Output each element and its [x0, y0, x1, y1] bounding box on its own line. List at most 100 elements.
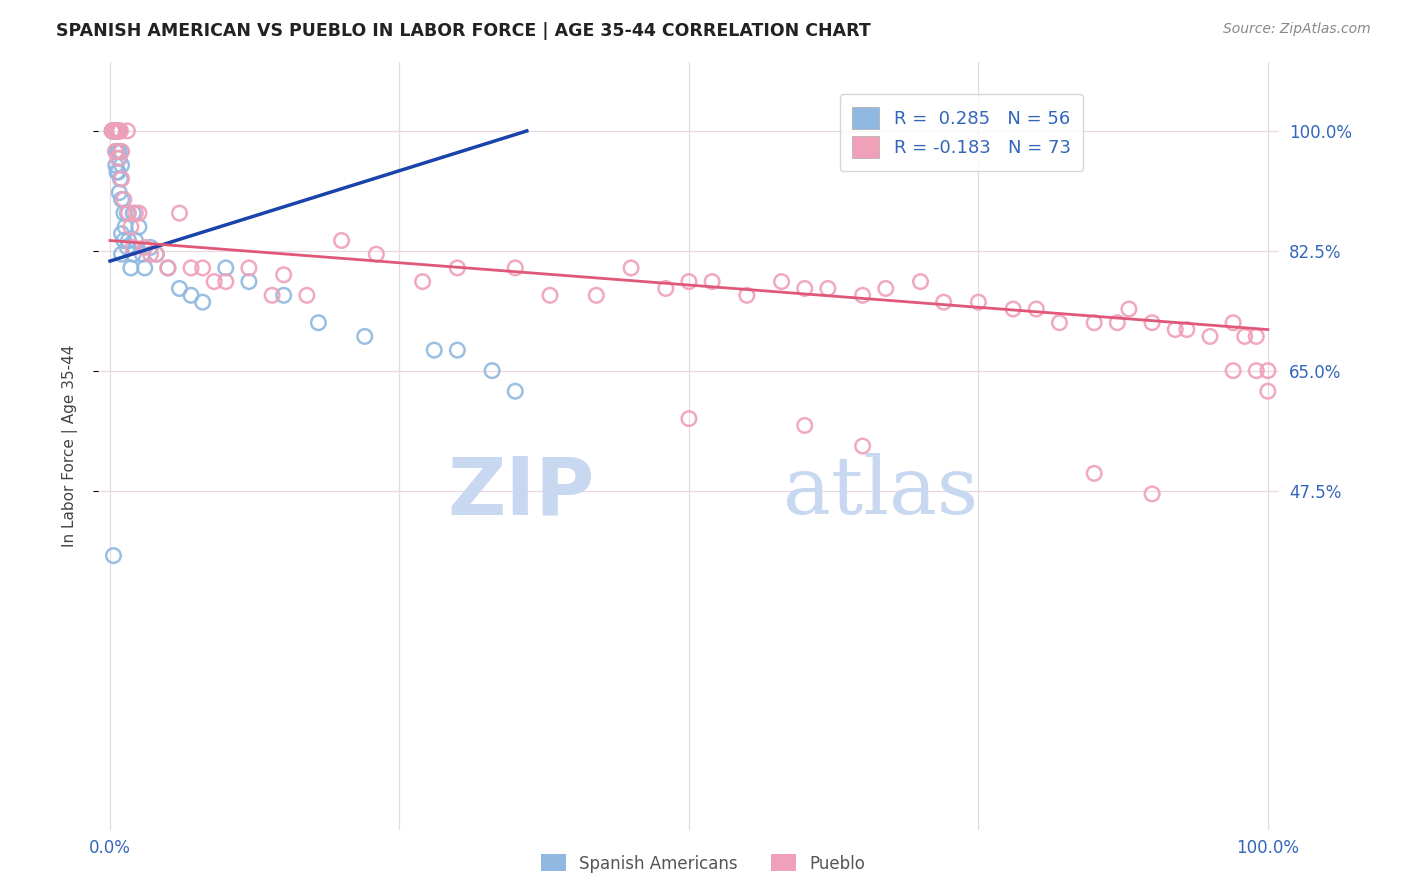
- Point: [1025, 301, 1047, 316]
- Point: [295, 288, 318, 302]
- Point: [191, 295, 214, 310]
- Point: [655, 281, 678, 295]
- Point: [1118, 301, 1140, 316]
- Point: [1140, 316, 1163, 330]
- Point: [1257, 364, 1279, 378]
- Point: [117, 234, 139, 248]
- Point: [117, 206, 139, 220]
- Point: [330, 234, 353, 248]
- Point: [110, 247, 132, 261]
- Point: [967, 295, 990, 310]
- Point: [238, 260, 260, 275]
- Point: [122, 247, 145, 261]
- Point: [1002, 301, 1025, 316]
- Point: [104, 145, 127, 159]
- Point: [139, 247, 162, 261]
- Point: [238, 275, 260, 289]
- Point: [1140, 487, 1163, 501]
- Point: [1164, 322, 1187, 336]
- Point: [103, 549, 125, 563]
- Point: [103, 124, 125, 138]
- Point: [104, 145, 127, 159]
- Point: [273, 268, 295, 282]
- Point: [114, 219, 136, 234]
- Point: [503, 260, 526, 275]
- Point: [423, 343, 446, 358]
- Point: [107, 165, 129, 179]
- Point: [1199, 329, 1222, 343]
- Point: [134, 240, 156, 254]
- Point: [678, 275, 700, 289]
- Point: [107, 145, 129, 159]
- Point: [101, 124, 124, 138]
- Point: [307, 316, 329, 330]
- Point: [110, 124, 132, 138]
- Text: atlas: atlas: [783, 453, 979, 531]
- Point: [503, 384, 526, 399]
- Point: [145, 247, 167, 261]
- Point: [875, 281, 897, 295]
- Point: [1257, 384, 1279, 399]
- Point: [145, 247, 167, 261]
- Point: [1175, 322, 1198, 336]
- Point: [1049, 316, 1071, 330]
- Point: [353, 329, 375, 343]
- Y-axis label: In Labor Force | Age 35-44: In Labor Force | Age 35-44: [62, 345, 77, 547]
- Point: [112, 234, 135, 248]
- Point: [110, 145, 132, 159]
- Point: [585, 288, 607, 302]
- Point: [122, 206, 145, 220]
- Point: [1246, 329, 1268, 343]
- Point: [446, 260, 468, 275]
- Point: [910, 275, 932, 289]
- Legend: Spanish Americans, Pueblo: Spanish Americans, Pueblo: [534, 847, 872, 880]
- Point: [678, 411, 700, 425]
- Point: [101, 124, 124, 138]
- Point: [191, 260, 214, 275]
- Point: [1233, 329, 1256, 343]
- Point: [1222, 316, 1244, 330]
- Point: [107, 152, 129, 166]
- Point: [538, 288, 561, 302]
- Point: [202, 275, 225, 289]
- Point: [700, 275, 723, 289]
- Legend: R =  0.285   N = 56, R = -0.183   N = 73: R = 0.285 N = 56, R = -0.183 N = 73: [839, 95, 1084, 171]
- Point: [103, 124, 125, 138]
- Point: [128, 219, 150, 234]
- Point: [110, 172, 132, 186]
- Point: [110, 172, 132, 186]
- Point: [412, 275, 434, 289]
- Point: [104, 124, 127, 138]
- Point: [120, 219, 142, 234]
- Point: [128, 206, 150, 220]
- Point: [104, 124, 127, 138]
- Point: [735, 288, 758, 302]
- Point: [770, 275, 793, 289]
- Point: [104, 124, 127, 138]
- Point: [124, 234, 146, 248]
- Point: [446, 343, 468, 358]
- Point: [103, 124, 125, 138]
- Point: [131, 247, 153, 261]
- Point: [110, 145, 132, 159]
- Point: [108, 152, 131, 166]
- Point: [112, 193, 135, 207]
- Point: [262, 288, 284, 302]
- Point: [108, 186, 131, 200]
- Point: [112, 206, 135, 220]
- Point: [852, 439, 875, 453]
- Point: [793, 418, 815, 433]
- Point: [215, 260, 238, 275]
- Point: [110, 227, 132, 241]
- Point: [105, 124, 128, 138]
- Point: [108, 124, 131, 138]
- Point: [620, 260, 643, 275]
- Point: [156, 260, 179, 275]
- Point: [366, 247, 388, 261]
- Point: [120, 260, 142, 275]
- Point: [817, 281, 839, 295]
- Point: [110, 158, 132, 172]
- Point: [169, 206, 191, 220]
- Point: [139, 240, 162, 254]
- Point: [215, 275, 238, 289]
